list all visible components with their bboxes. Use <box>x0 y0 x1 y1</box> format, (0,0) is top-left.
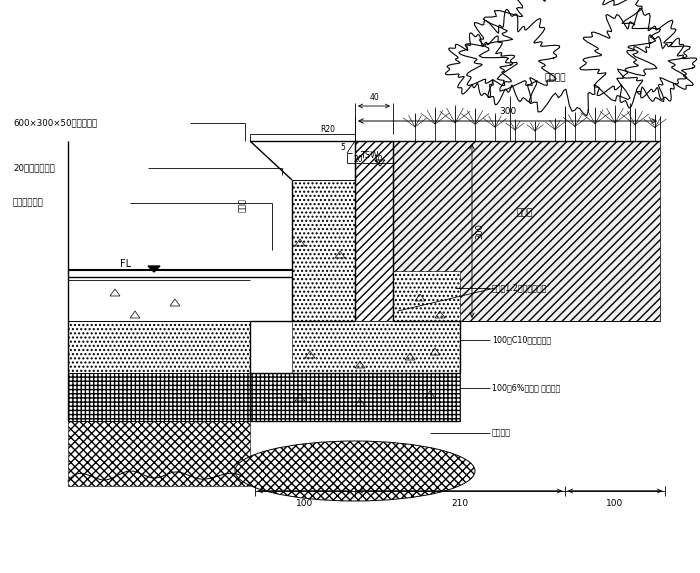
Text: 20: 20 <box>353 155 363 163</box>
Text: 砂砖塵1.2水泥沙浆抚灰: 砂砖塵1.2水泥沙浆抚灰 <box>492 284 547 292</box>
Text: 600×300×50府光面度盘: 600×300×50府光面度盘 <box>13 119 97 128</box>
Bar <box>250 373 460 421</box>
Text: 指定植物: 指定植物 <box>545 73 566 83</box>
Bar <box>292 321 460 373</box>
Text: 100: 100 <box>606 499 624 508</box>
Text: 210: 210 <box>452 499 468 508</box>
Text: 300: 300 <box>499 107 516 116</box>
Bar <box>292 180 355 321</box>
Bar <box>250 373 460 421</box>
Bar <box>393 141 660 321</box>
Bar <box>68 373 250 421</box>
Text: 100府C10混凝土岱层: 100府C10混凝土岱层 <box>492 336 551 344</box>
Text: 种植土: 种植土 <box>517 209 533 218</box>
Text: 300: 300 <box>475 223 484 239</box>
Text: 5: 5 <box>341 143 345 152</box>
Text: 40: 40 <box>369 93 379 102</box>
Ellipse shape <box>235 441 475 501</box>
Text: R20: R20 <box>320 124 335 134</box>
Polygon shape <box>148 266 160 272</box>
Text: 100府6%水泥石 陶硪定层: 100府6%水泥石 陶硪定层 <box>492 383 560 393</box>
Bar <box>68 321 250 373</box>
Bar <box>68 421 250 486</box>
Text: 100: 100 <box>296 499 314 508</box>
Text: 指定砌等面层: 指定砌等面层 <box>13 198 43 207</box>
Bar <box>393 271 460 321</box>
Bar <box>355 141 393 321</box>
Text: 华化妆: 华化妆 <box>237 199 246 213</box>
Text: TSW: TSW <box>360 151 379 160</box>
Text: 素土密实: 素土密实 <box>492 429 511 438</box>
Text: 20府截面贴锅石: 20府截面贴锅石 <box>13 163 55 172</box>
Text: FL: FL <box>120 259 131 269</box>
Text: 10: 10 <box>373 155 383 163</box>
